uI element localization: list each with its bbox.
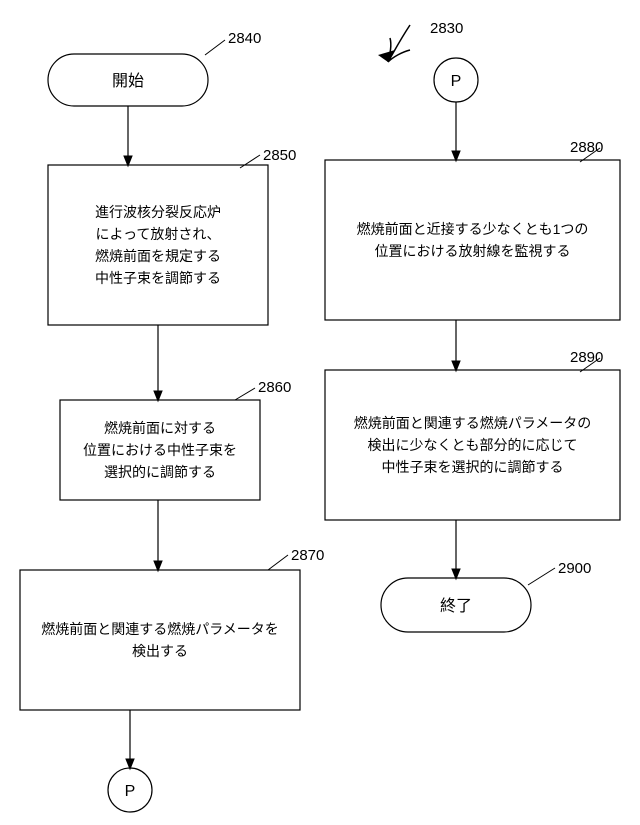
connector-p_top: P — [434, 58, 478, 102]
process-n2890: 燃焼前面と関連する燃焼パラメータの検出に少なくとも部分的に応じて中性子束を選択的… — [325, 370, 620, 520]
connector-p_bottom: P — [108, 768, 152, 812]
ref-label: 2840 — [228, 30, 261, 47]
ref-label: 2860 — [258, 379, 291, 396]
terminator-end: 終了 — [381, 578, 531, 632]
process-line: 中性子束を調節する — [95, 270, 221, 286]
figure-pointer-arrow — [388, 25, 410, 62]
terminator-start: 開始 — [48, 54, 208, 106]
ref-label: 2890 — [570, 349, 603, 366]
process-n2870: 燃焼前面と関連する燃焼パラメータを検出する — [20, 570, 300, 710]
process-line: 検出する — [132, 643, 188, 659]
process-line: によって放射され、 — [95, 226, 220, 242]
flowchart-canvas: 開始進行波核分裂反応炉によって放射され、燃焼前面を規定する中性子束を調節する燃焼… — [0, 0, 640, 825]
process-line: 燃焼前面と関連する燃焼パラメータの — [354, 415, 592, 431]
process-line: 燃焼前面と関連する燃焼パラメータを — [41, 621, 279, 637]
leader-line — [205, 40, 225, 55]
leader-line — [528, 568, 555, 585]
process-line: 選択的に調節する — [104, 464, 216, 480]
process-line: 位置における放射線を監視する — [375, 243, 571, 259]
process-line: 位置における中性子束を — [83, 442, 237, 458]
figure-label: 2830 — [430, 20, 463, 37]
terminator-text-end: 終了 — [440, 597, 472, 615]
ref-label: 2850 — [263, 147, 296, 164]
connector-label: P — [125, 783, 136, 800]
terminator-text-start: 開始 — [112, 72, 144, 90]
connector-label: P — [451, 73, 462, 90]
leader-line — [268, 555, 288, 570]
ref-label: 2880 — [570, 139, 603, 156]
process-line: 燃焼前面を規定する — [95, 248, 221, 264]
process-n2850: 進行波核分裂反応炉によって放射され、燃焼前面を規定する中性子束を調節する — [48, 165, 268, 325]
process-n2860: 燃焼前面に対する位置における中性子束を選択的に調節する — [60, 400, 260, 500]
process-line: 中性子束を選択的に調節する — [382, 459, 564, 475]
process-line: 燃焼前面と近接する少なくとも1つの — [357, 221, 589, 237]
leader-line — [235, 388, 255, 400]
process-line: 進行波核分裂反応炉 — [95, 204, 221, 220]
process-n2880: 燃焼前面と近接する少なくとも1つの位置における放射線を監視する — [325, 160, 620, 320]
process-line: 燃焼前面に対する — [104, 420, 216, 436]
figure-pointer-head — [378, 50, 395, 62]
process-line: 検出に少なくとも部分的に応じて — [368, 437, 578, 453]
ref-label: 2900 — [558, 560, 591, 577]
ref-label: 2870 — [291, 547, 324, 564]
